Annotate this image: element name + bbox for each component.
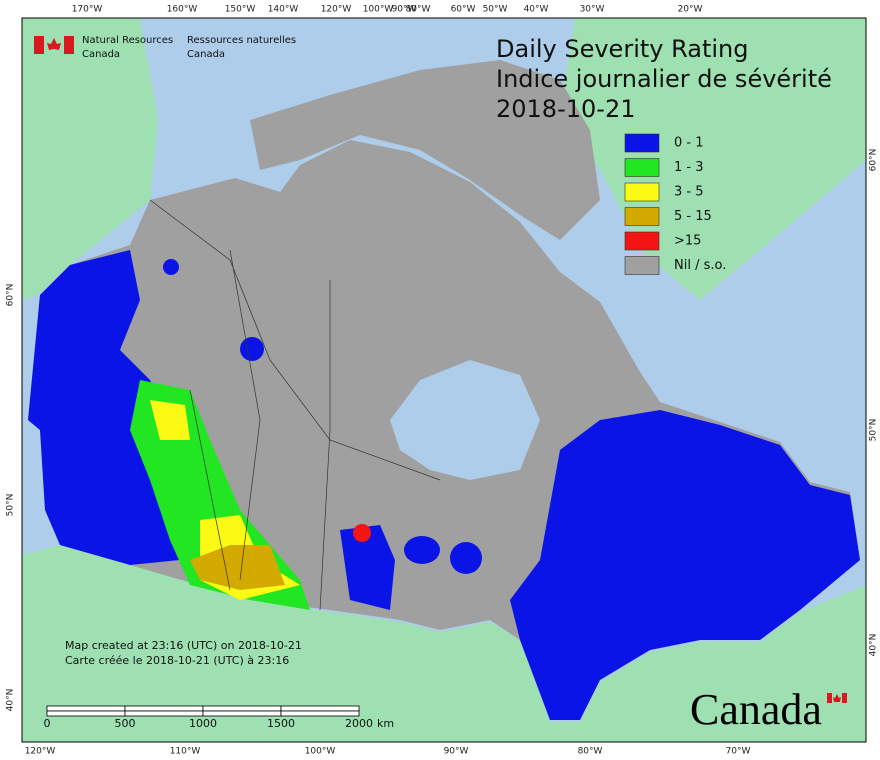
flag-bar	[827, 693, 832, 703]
scale-segment	[46, 710, 126, 717]
lat-label: 40°N	[869, 634, 879, 657]
org-en: Canada	[82, 49, 120, 60]
lon-label: 60°W	[451, 5, 476, 15]
dsr-spot	[404, 536, 440, 564]
map-note: Carte créée le 2018-10-21 (UTC) à 23:16	[65, 654, 289, 667]
legend-swatch	[624, 133, 660, 153]
lon-label: 120°W	[321, 5, 352, 15]
lon-label: 170°W	[72, 5, 103, 15]
scale-segment	[124, 705, 204, 712]
lon-label: 40°W	[524, 5, 549, 15]
canada-wordmark: Canada	[690, 685, 822, 734]
legend-swatch	[624, 182, 660, 202]
maple-leaf	[47, 38, 61, 50]
legend-label: 5 - 15	[674, 209, 712, 224]
scale-segment	[280, 710, 360, 717]
legend-swatch	[624, 231, 660, 251]
dsr-orange	[190, 545, 285, 590]
org-en: Natural Resources	[82, 35, 173, 46]
lon-label: 80°W	[578, 747, 603, 757]
flag-bar	[34, 36, 44, 54]
lon-label: 50°W	[483, 5, 508, 15]
hudson-bay	[390, 360, 540, 480]
legend-label: 3 - 5	[674, 185, 704, 200]
dsr-spot	[240, 337, 264, 361]
legend-swatch	[624, 256, 660, 275]
maple-leaf	[833, 694, 841, 702]
arctic-islands	[250, 60, 600, 240]
labels: Natural Resources Canada Ressources nature…	[6, 5, 879, 757]
legend-label: >15	[674, 234, 701, 249]
dsr-east	[510, 410, 860, 720]
flag-bar	[842, 693, 847, 703]
scale-unit: km	[377, 717, 394, 730]
legend-swatch	[624, 158, 660, 177]
legend-swatch	[624, 207, 660, 226]
alaska	[22, 18, 158, 300]
scale-label: 1500	[267, 717, 295, 730]
scale-segment	[124, 710, 204, 717]
dsr-manitoba	[340, 525, 395, 610]
org-fr: Ressources naturelles	[187, 35, 296, 46]
lon-label: 70°W	[726, 747, 751, 757]
scale-label: 1000	[189, 717, 217, 730]
map-title: 2018-10-21	[496, 95, 635, 123]
scale-segment	[46, 705, 126, 712]
scale-label: 2000	[345, 717, 373, 730]
org-fr: Canada	[187, 49, 225, 60]
dsr-spot	[163, 259, 179, 275]
lon-label: 100°W	[363, 5, 394, 15]
legend-label: 1 - 3	[674, 160, 704, 175]
legend-label: Nil / s.o.	[674, 258, 726, 273]
dsr-spot	[450, 542, 482, 574]
lon-label: 80°W	[406, 5, 431, 15]
scale-label: 500	[115, 717, 136, 730]
lat-label: 60°N	[869, 149, 879, 172]
lon-label: 100°W	[305, 747, 336, 757]
dsr-red	[353, 524, 371, 542]
lat-label: 50°N	[6, 494, 16, 517]
scale-segment	[202, 705, 282, 712]
scale-segment	[280, 705, 360, 712]
map-title: Daily Severity Rating	[496, 35, 748, 63]
lon-label: 160°W	[167, 5, 198, 15]
lon-label: 120°W	[25, 747, 56, 757]
map-body	[21, 17, 867, 743]
lon-label: 90°W	[392, 5, 417, 15]
nrcan-logo	[34, 36, 74, 54]
lat-label: 50°N	[869, 419, 879, 442]
wordmark-flag	[827, 693, 847, 703]
scale-segment	[202, 710, 282, 717]
boundaries	[149, 199, 441, 611]
scale-label: 0	[44, 717, 51, 730]
lon-label: 30°W	[580, 5, 605, 15]
lon-label: 110°W	[170, 747, 201, 757]
usa	[22, 545, 866, 742]
lon-label: 150°W	[225, 5, 256, 15]
greenland	[560, 18, 866, 300]
lat-label: 60°N	[6, 284, 16, 307]
map-note: Map created at 23:16 (UTC) on 2018-10-21	[65, 639, 302, 652]
lon-label: 140°W	[268, 5, 299, 15]
lon-label: 90°W	[444, 747, 469, 757]
legend-label: 0 - 1	[674, 136, 704, 151]
lat-label: 40°N	[6, 689, 16, 712]
lon-label: 20°W	[678, 5, 703, 15]
map-frame	[21, 17, 867, 743]
map-title: Indice journalier de sévérité	[496, 65, 832, 93]
flag-bar	[64, 36, 74, 54]
